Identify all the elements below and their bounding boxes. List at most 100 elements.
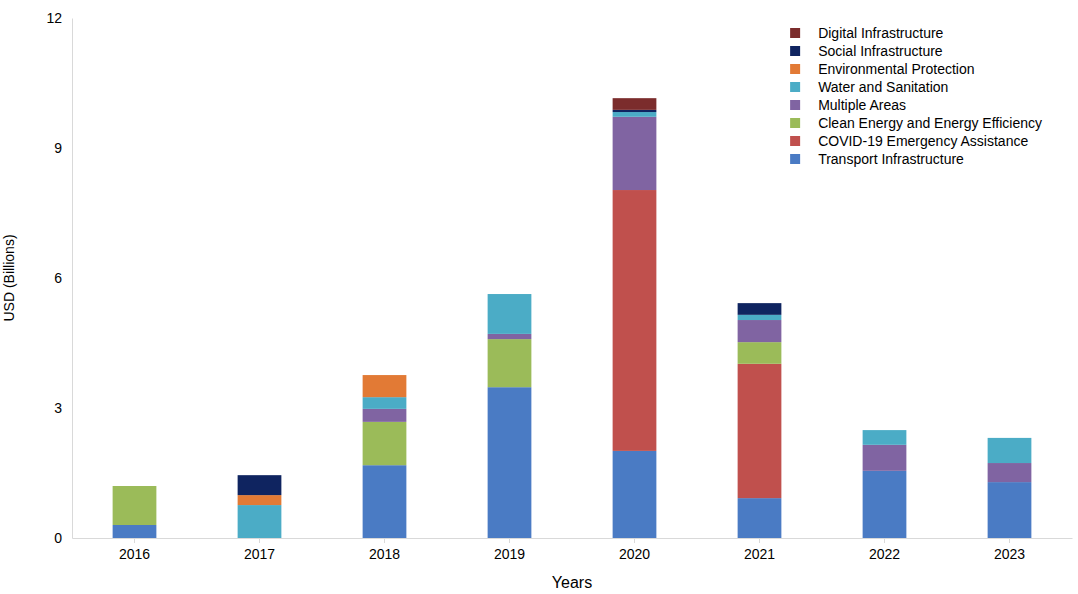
bar-segment (863, 430, 907, 431)
legend: Digital Infrastructure Social Infrastruct… (790, 25, 1042, 167)
bar-segment (738, 342, 782, 364)
x-tick: 2020 (619, 538, 650, 562)
bar-segment (863, 430, 907, 431)
x-tick-label: 2020 (619, 546, 650, 562)
chart: 03691220162017201820192020202120222023Ye… (0, 0, 1078, 594)
x-axis-title: Years (552, 574, 592, 591)
bar-segment (988, 482, 1032, 538)
bar-segment (738, 498, 782, 538)
bar-segment (238, 475, 282, 476)
series (238, 110, 782, 495)
bar-segment (863, 430, 907, 445)
y-tick-label: 6 (54, 270, 62, 286)
x-tick-label: 2019 (494, 546, 525, 562)
legend-swatch (790, 46, 800, 56)
bar-segment (363, 465, 407, 538)
y-axis-line (72, 19, 73, 539)
bar-segment (988, 438, 1032, 463)
x-tick: 2019 (494, 538, 525, 562)
bar-segment (738, 303, 782, 315)
bar-segment (488, 339, 532, 387)
x-tick: 2021 (744, 538, 775, 562)
bar-segment (238, 495, 282, 505)
bar-segment (863, 471, 907, 538)
series (113, 339, 782, 525)
legend-label: Digital Infrastructure (818, 25, 943, 41)
legend-item: Digital Infrastructure (790, 25, 943, 41)
bar-segment (863, 430, 907, 431)
series (613, 98, 657, 110)
legend-label: Multiple Areas (818, 97, 906, 113)
bar-segment (738, 320, 782, 342)
legend-item: Transport Infrastructure (790, 151, 964, 167)
x-tick: 2018 (369, 538, 400, 562)
bar-segment (363, 422, 407, 465)
y-tick: 3 (54, 400, 72, 416)
x-tick: 2023 (994, 538, 1025, 562)
bar-segment (488, 387, 532, 538)
bar-segment (363, 375, 407, 397)
x-tick-mark (509, 538, 510, 543)
bar-segment (113, 486, 157, 487)
bar-segment (113, 486, 157, 487)
bar-segment (113, 486, 157, 487)
series (363, 117, 1032, 482)
bar-segment (613, 112, 657, 117)
x-tick-label: 2017 (244, 546, 275, 562)
x-tick-mark (134, 538, 135, 543)
bar-segment (613, 451, 657, 538)
bar-segment (488, 294, 532, 295)
bar-segment (988, 437, 1032, 438)
y-tick-label: 3 (54, 400, 62, 416)
legend-swatch (790, 82, 800, 92)
y-tick-label: 0 (54, 530, 62, 546)
y-tick: 0 (54, 530, 72, 546)
legend-item: Multiple Areas (790, 97, 906, 113)
legend-swatch (790, 118, 800, 128)
legend-label: Transport Infrastructure (818, 151, 964, 167)
legend-item: Social Infrastructure (790, 43, 943, 59)
bar-segment (488, 294, 532, 295)
x-tick-label: 2022 (869, 546, 900, 562)
y-axis: 036912 (46, 10, 72, 546)
bar-segment (988, 463, 1032, 482)
legend-item: Environmental Protection (790, 61, 974, 77)
x-tick-label: 2021 (744, 546, 775, 562)
legend-swatch (790, 136, 800, 146)
bar-segment (488, 294, 532, 295)
x-tick-mark (259, 538, 260, 543)
x-tick-label: 2016 (119, 546, 150, 562)
x-tick: 2022 (869, 538, 900, 562)
x-tick-label: 2023 (994, 546, 1025, 562)
bar-segment (988, 437, 1032, 438)
bar-segment (363, 409, 407, 422)
legend-item: Water and Sanitation (790, 79, 948, 95)
bar-segment (363, 375, 407, 376)
x-tick-mark (759, 538, 760, 543)
bar-segment (238, 505, 282, 538)
bar-segment (488, 294, 532, 334)
bars (113, 98, 1032, 538)
y-tick: 12 (46, 10, 72, 26)
bar-segment (488, 334, 532, 339)
bar-segment (613, 190, 657, 451)
bar-segment (613, 110, 657, 112)
bar-segment (613, 117, 657, 190)
series (238, 112, 1032, 538)
y-tick: 6 (54, 270, 72, 286)
x-axis-line (73, 538, 1073, 539)
bar-segment (113, 486, 157, 487)
bar-segment (738, 303, 782, 304)
series (113, 387, 1032, 538)
legend-item: Clean Energy and Energy Efficiency (790, 115, 1042, 131)
legend-swatch (790, 154, 800, 164)
bar-segment (363, 375, 407, 376)
bar-segment (113, 486, 157, 487)
legend-label: Water and Sanitation (818, 79, 948, 95)
legend-swatch (790, 100, 800, 110)
x-tick-mark (884, 538, 885, 543)
series (613, 190, 782, 498)
bar-segment (238, 475, 282, 495)
bar-segment (738, 364, 782, 498)
legend-label: COVID-19 Emergency Assistance (818, 133, 1028, 149)
